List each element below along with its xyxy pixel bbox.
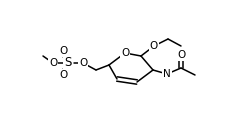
Text: N: N — [163, 69, 171, 79]
Text: S: S — [64, 56, 72, 70]
Text: O: O — [49, 58, 57, 68]
Text: O: O — [59, 70, 67, 80]
Text: O: O — [121, 48, 129, 58]
Text: O: O — [177, 50, 185, 60]
Text: O: O — [59, 46, 67, 56]
Text: O: O — [150, 41, 158, 51]
Text: O: O — [79, 58, 87, 68]
